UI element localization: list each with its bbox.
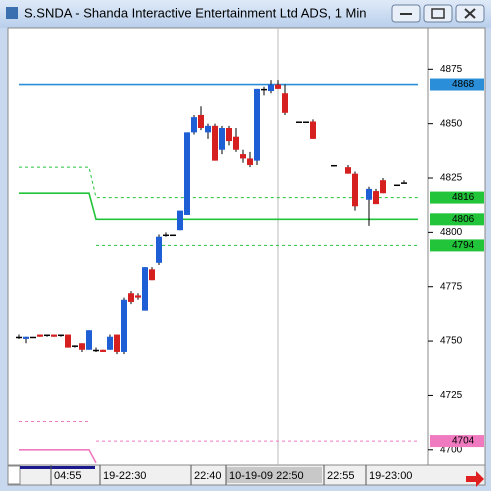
candle-body xyxy=(37,334,43,337)
candle-body xyxy=(100,349,106,352)
price-tag-label: 4704 xyxy=(452,436,475,447)
candle-body xyxy=(191,117,197,133)
candle-body xyxy=(163,234,169,237)
candle-body xyxy=(366,188,372,200)
price-tag-label: 4868 xyxy=(452,79,475,90)
level-line xyxy=(19,448,97,464)
candle-body xyxy=(58,334,64,337)
candle-body xyxy=(79,343,85,350)
candle-body xyxy=(30,336,36,339)
candle-body xyxy=(16,336,22,339)
candle-body xyxy=(135,295,141,298)
candle-body xyxy=(107,336,113,350)
candle-body xyxy=(184,132,190,215)
candle-body xyxy=(373,191,379,205)
candle-body xyxy=(394,184,400,187)
candle-body xyxy=(114,334,120,352)
candle-body xyxy=(282,93,288,113)
crosshair-label-box xyxy=(226,467,322,483)
price-tag-label: 4794 xyxy=(452,240,475,251)
candle-body xyxy=(177,210,183,231)
maximize-button[interactable] xyxy=(423,4,453,23)
candle-body xyxy=(268,84,274,92)
y-tick-label: 4700 xyxy=(440,444,463,455)
candle-body xyxy=(247,158,253,165)
x-tick-label: 22:55 xyxy=(327,470,355,482)
candle-body xyxy=(170,234,176,237)
candle-body xyxy=(401,182,407,184)
x-tick-label: 10-19-09 22:50 xyxy=(229,470,304,482)
candle-body xyxy=(296,121,302,123)
candle-body xyxy=(72,345,78,347)
candle-body xyxy=(212,125,218,161)
candle-body xyxy=(198,114,204,129)
candle-body xyxy=(219,128,225,150)
candle-body xyxy=(205,125,211,133)
candle-body xyxy=(261,88,267,91)
candle-body xyxy=(149,269,155,281)
y-tick-label: 4725 xyxy=(440,390,463,401)
candle-body xyxy=(65,334,71,348)
y-tick-label: 4850 xyxy=(440,118,463,129)
candle-body xyxy=(331,164,337,167)
x-tick-label: 19-22:30 xyxy=(103,470,146,482)
candle-body xyxy=(86,330,92,350)
plot-area xyxy=(7,27,429,466)
close-glyph xyxy=(464,8,476,19)
x-tick-label: 22:40 xyxy=(194,470,222,482)
candle-body xyxy=(240,154,246,159)
x-tick-label: 04:55 xyxy=(54,470,82,482)
price-tag xyxy=(430,435,484,448)
window-icon xyxy=(6,7,18,19)
candle-body xyxy=(310,121,316,139)
scroll-right-arrow[interactable] xyxy=(466,471,484,487)
candle-body xyxy=(303,121,309,123)
y-tick-label: 4775 xyxy=(440,281,463,292)
y-tick-label: 4875 xyxy=(440,64,463,75)
y-tick-label: 4800 xyxy=(440,227,463,238)
level-line xyxy=(19,166,418,199)
chart-title: S.SNDA - Shanda Interactive Entertainmen… xyxy=(24,5,367,20)
price-tag-label: 4816 xyxy=(452,192,475,203)
price-tag xyxy=(430,239,484,252)
maximize-glyph xyxy=(431,8,445,19)
scroll-box[interactable] xyxy=(7,465,21,485)
price-tag xyxy=(430,213,484,226)
candle-body xyxy=(142,267,148,311)
candle-body xyxy=(23,336,29,339)
candle-body xyxy=(352,173,358,207)
price-tag xyxy=(430,78,484,91)
candle-body xyxy=(275,84,281,89)
level-line xyxy=(19,192,418,221)
candle-body xyxy=(121,299,127,352)
price-tag-label: 4806 xyxy=(452,214,475,225)
price-tag xyxy=(430,191,484,204)
candle-body xyxy=(254,88,260,161)
candle-body xyxy=(44,334,50,337)
scroll-bar[interactable] xyxy=(20,466,95,469)
candle-body xyxy=(93,349,99,352)
y-tick-label: 4825 xyxy=(440,173,463,184)
chart-layer: 4700 4725 4750 4775 4800 4825 4850 4875 04:55 19-… xyxy=(16,64,484,485)
x-tick-label: 19-23:00 xyxy=(369,470,412,482)
candle-body xyxy=(156,236,162,263)
candle-body xyxy=(51,334,57,337)
candle-body xyxy=(128,293,134,302)
candle-body xyxy=(233,136,239,150)
y-tick-label: 4750 xyxy=(440,336,463,347)
candle-body xyxy=(345,167,351,174)
candle-body xyxy=(226,128,232,142)
candle-body xyxy=(380,180,386,194)
